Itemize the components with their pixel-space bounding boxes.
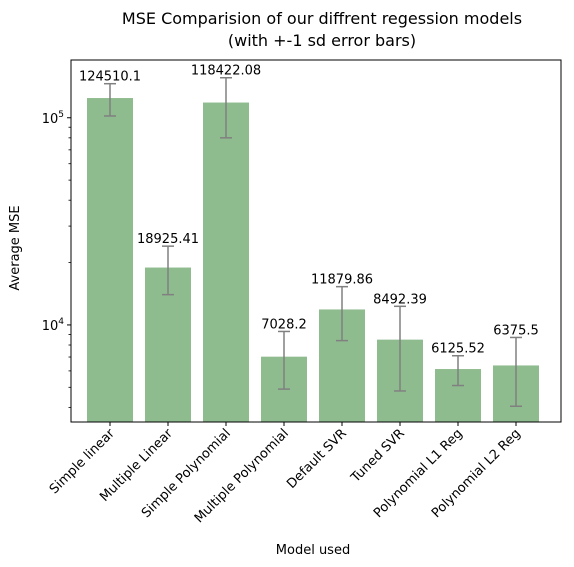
data-label: 11879.86 (311, 273, 373, 288)
y-axis-label: Average MSE (8, 205, 23, 290)
x-tick-label: Default SVR (284, 426, 350, 492)
data-label: 118422.08 (191, 64, 261, 79)
axes-frame (70, 59, 562, 423)
data-label: 8492.39 (373, 292, 427, 307)
data-label: 6125.52 (431, 342, 485, 357)
y-tick-label: 105 (42, 110, 64, 127)
chart-title-line1: MSE Comparision of our diffrent regessio… (122, 9, 522, 28)
data-label: 6375.5 (493, 323, 539, 338)
data-label: 124510.1 (79, 70, 141, 85)
x-axis-label: Model used (276, 543, 350, 558)
x-tick-label: Multiple Polynomial (192, 426, 292, 526)
data-label: 18925.41 (137, 232, 199, 247)
y-tick-label: 104 (42, 317, 65, 334)
plot-area: 124510.1 18925.41 118422.08 7028.2 11879.868… (42, 59, 562, 526)
chart-title-line2: (with +-1 sd error bars) (228, 31, 416, 50)
bar (87, 98, 133, 422)
bar (203, 102, 249, 423)
x-tick-label: Tuned SVR (348, 426, 408, 486)
data-label: 7028.2 (261, 317, 307, 332)
